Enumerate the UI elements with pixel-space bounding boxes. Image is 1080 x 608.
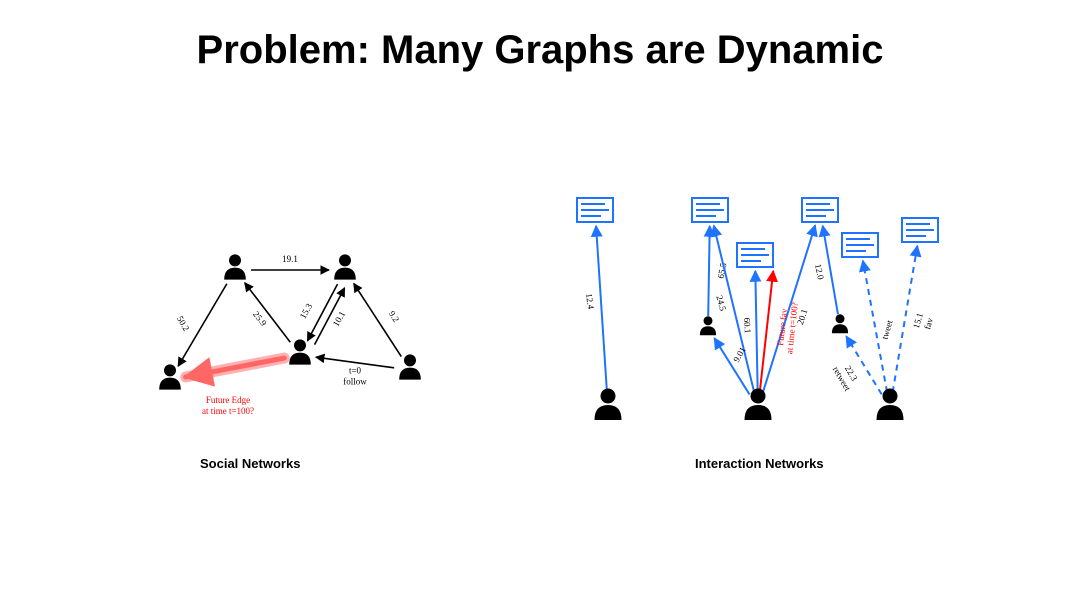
svg-text:50.2: 50.2 <box>175 314 192 333</box>
svg-text:Future Edge: Future Edge <box>206 395 250 405</box>
svg-text:follow: follow <box>343 377 367 387</box>
social-caption: Social Networks <box>200 456 300 471</box>
slide-title: Problem: Many Graphs are Dynamic <box>0 28 1080 73</box>
svg-text:fav: fav <box>922 316 935 330</box>
svg-text:12.0: 12.0 <box>813 263 826 281</box>
svg-text:15.3: 15.3 <box>298 301 315 320</box>
social-network-diagram: 50.225.919.115.310.19.2t=0followFuture E… <box>100 225 440 445</box>
svg-text:24.5: 24.5 <box>714 294 728 312</box>
svg-text:19.1: 19.1 <box>282 254 298 264</box>
svg-text:9.2: 9.2 <box>387 309 401 324</box>
interaction-network-diagram: 12.465.524.59.0160.120.112.022.3retweett… <box>540 190 970 460</box>
interaction-caption: Interaction Networks <box>695 456 824 471</box>
svg-text:60.1: 60.1 <box>742 317 753 333</box>
svg-text:at time t=100?: at time t=100? <box>202 406 254 416</box>
svg-text:12.4: 12.4 <box>584 293 596 310</box>
slide: Problem: Many Graphs are Dynamic 50.225.… <box>0 0 1080 608</box>
svg-text:tweet: tweet <box>880 318 895 340</box>
svg-text:t=0: t=0 <box>349 366 362 376</box>
svg-text:10.1: 10.1 <box>331 309 348 328</box>
